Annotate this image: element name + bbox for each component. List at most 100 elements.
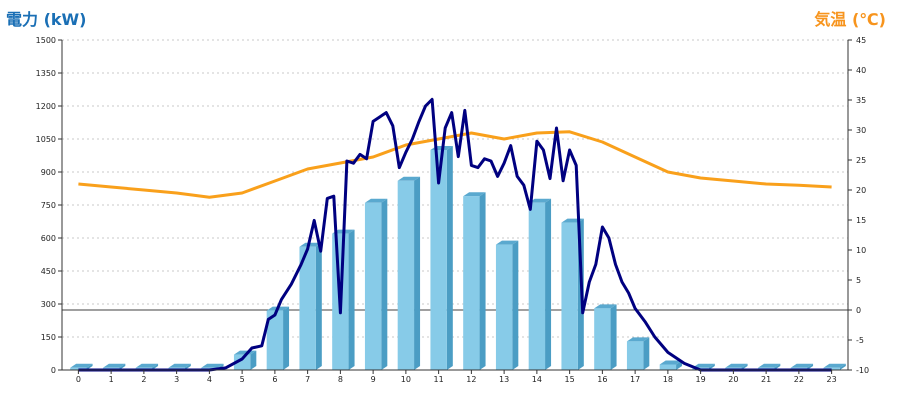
left-axis-title: 電力 (kW) xyxy=(6,10,87,29)
bar-side xyxy=(86,363,93,370)
right-tick-label: 35 xyxy=(856,96,866,105)
bar-side xyxy=(184,363,191,370)
right-tick-label: -5 xyxy=(856,336,864,345)
bars-layer xyxy=(70,146,846,370)
left-tick-label: 600 xyxy=(41,234,56,243)
x-tick-label: 12 xyxy=(466,375,476,384)
bar-side xyxy=(807,363,814,370)
x-tick-label: 22 xyxy=(794,375,804,384)
bar-top xyxy=(463,192,486,197)
x-tick-label: 18 xyxy=(663,375,673,384)
bar-top xyxy=(757,363,781,368)
grid-layer xyxy=(62,39,848,338)
bar-side xyxy=(315,242,322,370)
left-tick-label: 1050 xyxy=(36,135,56,144)
bar-top xyxy=(233,350,257,355)
bar-side xyxy=(119,363,126,370)
x-tick-label: 1 xyxy=(109,375,114,384)
x-tick-label: 0 xyxy=(76,375,81,384)
bar xyxy=(626,341,644,370)
bar-top xyxy=(70,363,93,368)
left-tick-label: 1200 xyxy=(36,102,56,111)
left-tick-label: 450 xyxy=(41,267,56,276)
bar-side xyxy=(610,304,617,370)
bar-side xyxy=(250,350,257,370)
bar xyxy=(659,364,677,370)
right-axis-title: 気温 (℃) xyxy=(814,10,886,29)
right-tick-label: 40 xyxy=(856,66,866,75)
bar-side xyxy=(479,192,486,370)
x-tick-label: 17 xyxy=(630,375,640,384)
x-tick-label: 21 xyxy=(761,375,771,384)
bar xyxy=(495,244,513,370)
bar-side xyxy=(283,306,290,370)
right-tick-label: 15 xyxy=(856,216,866,225)
x-tick-label: 10 xyxy=(401,375,411,384)
x-tick-label: 19 xyxy=(696,375,706,384)
x-tick-label: 9 xyxy=(371,375,376,384)
bar-side xyxy=(839,363,846,370)
bar-top xyxy=(135,363,159,368)
bar xyxy=(463,196,480,370)
bar-top xyxy=(397,176,421,181)
x-tick-label: 15 xyxy=(565,375,575,384)
bar xyxy=(364,202,382,370)
x-tick-label: 5 xyxy=(240,375,245,384)
bar-top xyxy=(299,242,322,247)
bar xyxy=(233,354,251,370)
right-tick-label: 30 xyxy=(856,126,866,135)
bar-top xyxy=(168,363,191,368)
bar-top xyxy=(790,363,814,368)
bar-side xyxy=(676,360,683,370)
x-tick-label: 3 xyxy=(174,375,179,384)
bar-side xyxy=(643,337,650,370)
x-tick-label: 6 xyxy=(272,375,277,384)
bar-side xyxy=(414,176,421,370)
x-tick-label: 23 xyxy=(827,375,837,384)
bar-top xyxy=(495,240,519,245)
bar-side xyxy=(774,363,781,370)
left-tick-label: 0 xyxy=(51,366,56,375)
right-tick-label: 10 xyxy=(856,246,866,255)
bar-side xyxy=(446,146,453,370)
bar-top xyxy=(823,363,846,368)
left-tick-label: 1350 xyxy=(36,69,56,78)
bar-side xyxy=(512,240,519,370)
bar-top xyxy=(201,363,224,368)
bar xyxy=(594,308,611,370)
bar xyxy=(397,180,415,370)
power-line xyxy=(78,97,832,372)
bar xyxy=(528,202,546,370)
bar-top xyxy=(725,363,748,368)
bar xyxy=(299,246,316,370)
bar-top xyxy=(102,363,126,368)
right-tick-label: 25 xyxy=(856,156,866,165)
bar-top xyxy=(659,360,683,365)
bar-top xyxy=(626,337,650,342)
bar-side xyxy=(708,363,715,370)
right-tick-label: 0 xyxy=(856,306,861,315)
x-tick-label: 13 xyxy=(499,375,509,384)
lines-layer xyxy=(78,97,832,372)
bar-side xyxy=(741,363,748,370)
left-tick-label: 300 xyxy=(41,300,56,309)
x-tick-label: 4 xyxy=(207,375,212,384)
axes-layer: 01503004506007509001050120013501500-10-5… xyxy=(36,36,869,384)
right-tick-label: 20 xyxy=(856,186,866,195)
x-tick-label: 14 xyxy=(532,375,542,384)
bar-top xyxy=(594,304,617,309)
x-tick-label: 2 xyxy=(141,375,146,384)
bar xyxy=(561,222,578,370)
x-tick-label: 8 xyxy=(338,375,343,384)
bar-top xyxy=(528,198,552,203)
bar-top xyxy=(364,198,388,203)
x-tick-label: 16 xyxy=(597,375,607,384)
x-tick-label: 11 xyxy=(434,375,444,384)
left-tick-label: 900 xyxy=(41,168,56,177)
right-tick-label: -10 xyxy=(856,366,869,375)
right-tick-label: 45 xyxy=(856,36,866,45)
x-tick-label: 7 xyxy=(305,375,310,384)
bar-side xyxy=(348,229,355,370)
